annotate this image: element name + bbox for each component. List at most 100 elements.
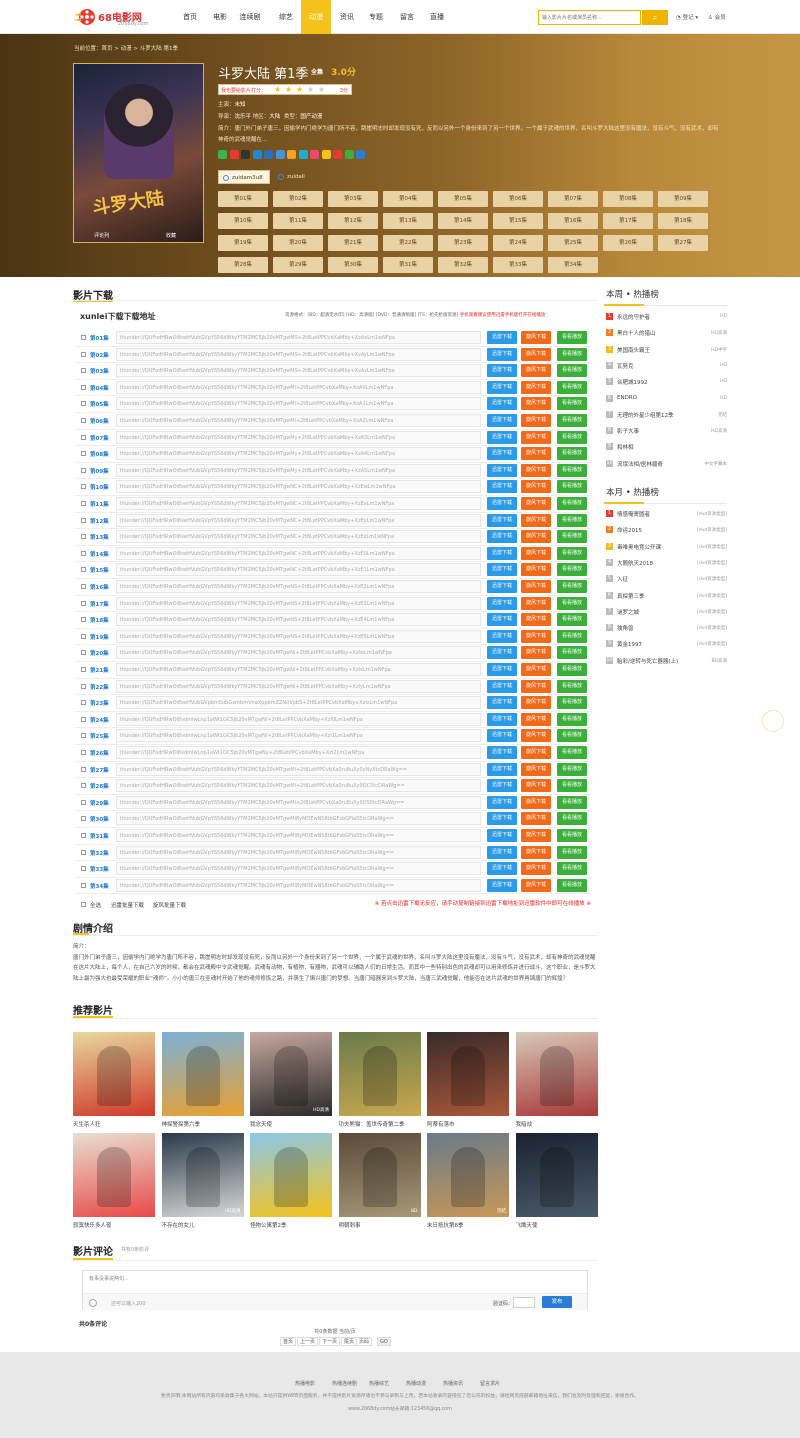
xuanfeng-download-button[interactable]: 旋风下载 [521, 878, 551, 892]
rank-title[interactable]: 黄金1997 [617, 642, 642, 649]
recommend-card[interactable]: HD高清 我念天使 [250, 1032, 332, 1128]
rank-item[interactable]: 4 瓦努克 HD [606, 360, 727, 372]
xuanfeng-download-button[interactable]: 旋风下载 [521, 380, 551, 394]
rank-item[interactable]: 3 毒唯奥电竞公开课 [dvd资源类型] [606, 541, 727, 553]
type-value[interactable]: 国产动漫 [300, 114, 323, 120]
rank-title[interactable]: 和林相 [617, 445, 634, 452]
row-episode-label[interactable]: 第13集 [90, 535, 109, 542]
row-checkbox[interactable] [81, 401, 86, 407]
download-link-field[interactable]: thunder://QUFodHRwOi8veHVubGVpYS56dWkyYT… [116, 812, 481, 826]
play-button[interactable]: 看看播放 [557, 414, 587, 427]
play-button[interactable]: 看看播放 [557, 563, 587, 577]
download-link-field[interactable]: thunder://QUFodHRwOi8vdmlwLnp1aWt1OC5jb2… [116, 729, 481, 743]
floating-widget[interactable] [762, 710, 784, 732]
play-button[interactable]: 看看播放 [557, 746, 587, 759]
nav-item[interactable]: 首页 [183, 13, 197, 21]
recommend-card[interactable]: 功夫熊猫：盖世传奇第二季 [338, 1032, 421, 1128]
thunder-download-button[interactable]: 迅雷下载 [487, 364, 517, 378]
row-checkbox[interactable] [81, 816, 86, 822]
episode-button[interactable]: 第22集 [383, 235, 433, 251]
thunder-download-button[interactable]: 迅雷下载 [487, 430, 517, 444]
download-link-field[interactable]: thunder://QUFodHRwOi8veHVubGVpYS56dWkyYT… [116, 878, 481, 892]
batch-xuanfeng-button[interactable]: 旋风批量下载 [153, 903, 187, 909]
rank-item[interactable]: 1 情感俺寄圆者 [dvd资源类型] [606, 508, 727, 520]
row-checkbox[interactable] [81, 484, 86, 490]
row-episode-label[interactable]: 第07集 [90, 435, 109, 442]
recommend-name[interactable]: 明朝刺事 [338, 1223, 361, 1229]
download-link-field[interactable]: thunder://QUFodHRwOi8veHVubGVpYS56dWkyYT… [116, 430, 481, 444]
thunder-download-button[interactable]: 迅雷下载 [487, 497, 517, 510]
episode-button[interactable]: 第06集 [493, 191, 543, 207]
row-episode-label[interactable]: 第24集 [90, 717, 109, 724]
play-button[interactable]: 看看播放 [557, 845, 587, 859]
xuanfeng-download-button[interactable]: 旋风下载 [521, 779, 551, 793]
star-icon[interactable]: ★ [274, 85, 282, 94]
download-link-field[interactable]: thunder://QUFodHRwOi8veHVubGVpYS56dWkyYT… [116, 596, 481, 610]
rank-item[interactable]: 5 合肥城1992 HD [606, 376, 727, 388]
search-input[interactable] [538, 10, 641, 25]
download-link-field[interactable]: thunder://QUFodHRwOi8veHVubGVpYS56dWkyYT… [116, 862, 481, 876]
episode-button[interactable]: 第34集 [548, 257, 598, 273]
footer-link[interactable]: 热播资讯 [443, 1381, 464, 1387]
play-button[interactable]: 看看播放 [557, 463, 587, 477]
xuanfeng-download-button[interactable]: 旋风下载 [521, 430, 551, 444]
thunder-download-button[interactable]: 迅雷下载 [487, 447, 517, 461]
recommend-poster[interactable] [515, 1032, 598, 1116]
rank-title[interactable]: 大颤航天2018 [617, 560, 653, 567]
episode-button[interactable]: 第07集 [548, 191, 598, 207]
recommend-card[interactable]: 我暗战 [515, 1032, 598, 1128]
episode-button[interactable]: 第31集 [383, 257, 433, 273]
xuanfeng-download-button[interactable]: 旋风下载 [521, 679, 551, 693]
thunder-download-button[interactable]: 迅雷下载 [487, 513, 517, 527]
nav-item[interactable]: 专题 [369, 13, 383, 21]
recommend-card[interactable]: 怪物公寓第2季 [250, 1133, 332, 1229]
episode-button[interactable]: 第23集 [438, 235, 488, 251]
thunder-download-button[interactable]: 迅雷下载 [487, 480, 517, 494]
recommend-card[interactable]: 阿蒂有落市 [427, 1032, 509, 1128]
rank-item[interactable]: 9 黄金1997 [dvd资源类型] [606, 638, 727, 650]
episode-button[interactable]: 第14集 [438, 213, 488, 229]
thunder-download-button[interactable]: 迅雷下载 [487, 795, 517, 809]
pager-button[interactable]: 上一页 [297, 1337, 319, 1346]
download-link-field[interactable]: thunder://QUFodHRwOi8veHVubGVpYS56dWkyYT… [116, 795, 481, 809]
row-checkbox[interactable] [81, 716, 86, 722]
thunder-download-button[interactable]: 迅雷下载 [487, 331, 517, 344]
recommend-poster[interactable] [73, 1032, 155, 1116]
recommend-name[interactable]: 怪物公寓第2季 [250, 1223, 287, 1229]
xuanfeng-download-button[interactable]: 旋风下载 [521, 845, 551, 859]
rank-title[interactable]: 永远的守护者 [617, 315, 651, 321]
rank-item[interactable]: 9 和林相 [606, 441, 727, 453]
xuanfeng-download-button[interactable]: 旋风下载 [521, 862, 551, 876]
xuanfeng-download-button[interactable]: 旋风下载 [521, 829, 551, 842]
footer-link[interactable]: 热播动漫 [406, 1381, 427, 1387]
row-checkbox[interactable] [81, 501, 86, 506]
recommend-card[interactable]: 完结 末日抵抗第8季 [427, 1133, 509, 1229]
download-link-field[interactable]: thunder://QUFodHRwOi8veHVubGVpYS56dWkyYT… [116, 762, 481, 776]
thunder-download-button[interactable]: 迅雷下载 [487, 580, 517, 593]
recommend-name[interactable]: 神探警探第六季 [161, 1122, 201, 1128]
thunder-download-button[interactable]: 迅雷下载 [487, 862, 517, 876]
thunder-download-button[interactable]: 迅雷下载 [487, 414, 517, 427]
xuanfeng-download-button[interactable]: 旋风下载 [521, 729, 551, 743]
share-icon[interactable] [333, 150, 342, 159]
rank-item[interactable]: 8 独角兽 [dvd资源类型] [606, 622, 727, 634]
play-button[interactable]: 看看播放 [557, 613, 587, 627]
row-episode-label[interactable]: 第16集 [90, 585, 109, 591]
thunder-download-button[interactable]: 迅雷下载 [487, 779, 517, 793]
row-episode-label[interactable]: 第28集 [90, 784, 109, 791]
download-link-field[interactable]: thunder://QUFodHRwOi8veHVubGVpYS56dWkyYT… [116, 331, 481, 344]
play-button[interactable]: 看看播放 [557, 546, 587, 560]
xuanfeng-download-button[interactable]: 旋风下载 [521, 414, 551, 427]
thunder-download-button[interactable]: 迅雷下载 [487, 878, 517, 892]
episode-button[interactable]: 第29集 [273, 257, 323, 273]
download-link-field[interactable]: thunder://QUFodHRwOi8veHVubGVpYS56dWkyYT… [116, 380, 481, 394]
play-button[interactable]: 看看播放 [557, 629, 587, 643]
rank-title[interactable]: 入征 [617, 577, 629, 584]
play-button[interactable]: 看看播放 [557, 646, 587, 660]
row-checkbox[interactable] [81, 799, 86, 805]
emoji-icon[interactable] [89, 1299, 97, 1307]
rank-title[interactable]: 毒唯奥电竞公开课 [617, 544, 662, 551]
download-link-field[interactable]: thunder://QUFodHRwOi8veHVubGVpYS56dWkyYT… [116, 613, 481, 627]
rank-title[interactable]: 情感俺寄圆者 [617, 512, 651, 518]
xuanfeng-download-button[interactable]: 旋风下载 [521, 563, 551, 577]
